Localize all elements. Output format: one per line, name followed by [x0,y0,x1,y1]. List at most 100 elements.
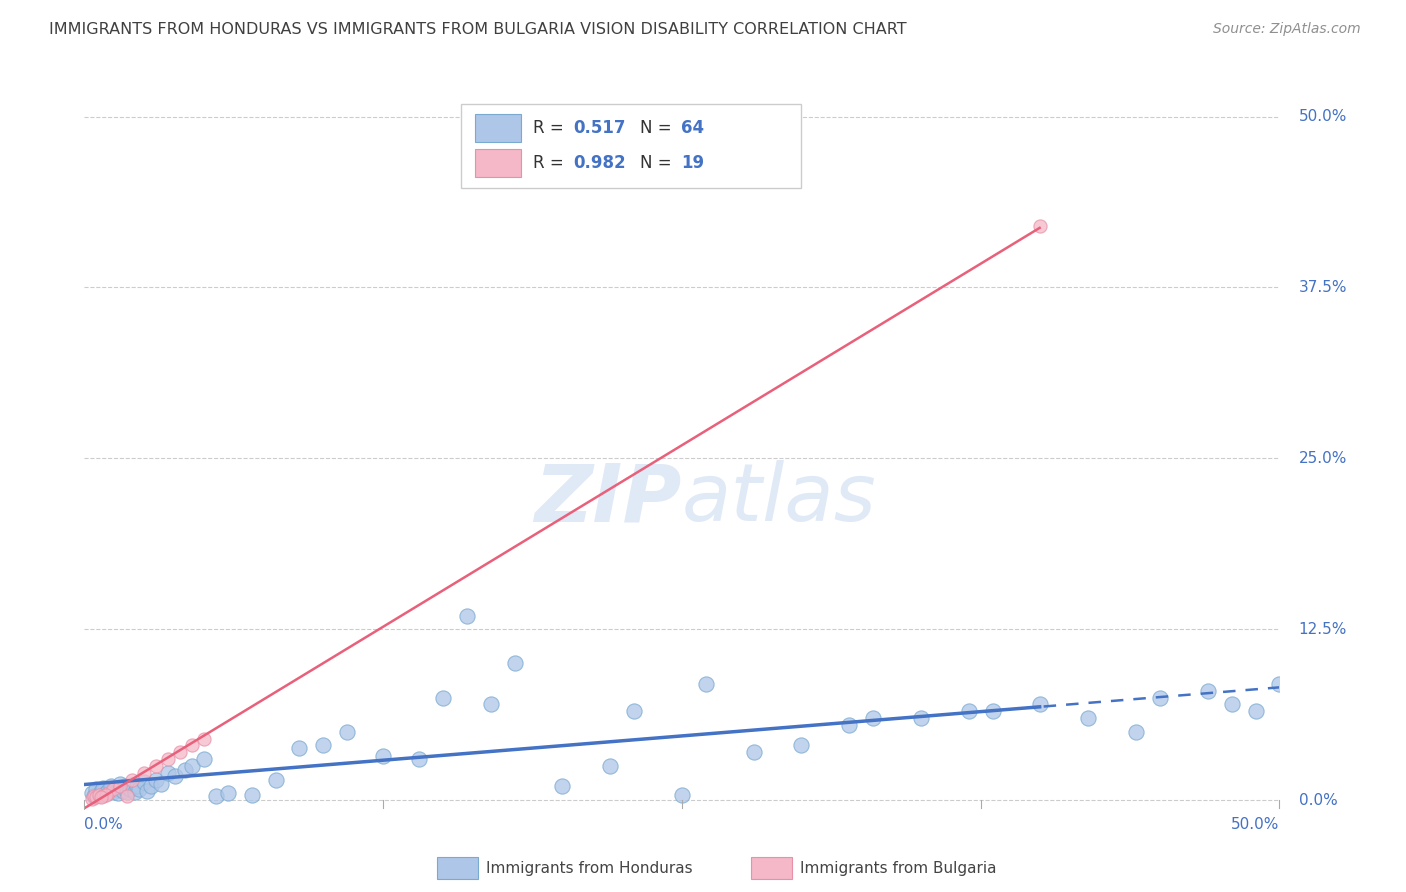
Point [205,789,228,803]
Point [80,791,103,805]
Point [117,785,139,799]
Text: IMMIGRANTS FROM HONDURAS VS IMMIGRANTS FROM BULGARIA VISION DISABILITY CORRELATI: IMMIGRANTS FROM HONDURAS VS IMMIGRANTS F… [49,22,907,37]
Text: 25.0%: 25.0% [1299,450,1347,466]
Point [408,752,430,766]
Point [790,739,813,753]
Text: R =: R = [533,154,568,172]
Point [80,786,103,800]
Point [288,741,311,756]
Point [110,777,132,791]
Point [101,785,124,799]
Point [87,788,110,802]
Point [107,786,129,800]
Point [111,783,134,797]
Point [1268,677,1291,691]
Point [599,759,621,773]
Point [432,690,454,705]
Text: Immigrants from Bulgaria: Immigrants from Bulgaria [800,861,997,876]
Point [124,785,146,799]
Point [173,763,195,777]
Text: 37.5%: 37.5% [1299,280,1347,295]
Point [104,782,127,797]
Point [193,731,215,746]
Point [373,749,395,764]
Text: 19: 19 [681,154,704,172]
Text: 64: 64 [681,119,704,137]
Point [1029,698,1052,712]
Point [623,704,645,718]
FancyBboxPatch shape [475,114,520,142]
Point [1244,704,1267,718]
Point [86,782,108,797]
Point [264,772,287,787]
Point [118,782,141,797]
Point [336,724,359,739]
FancyBboxPatch shape [751,857,792,880]
Point [90,785,112,799]
Point [149,777,172,791]
Point [1125,724,1147,739]
Point [110,780,132,794]
Point [503,657,526,671]
Point [135,783,157,797]
Point [157,752,180,766]
Text: 0.982: 0.982 [574,154,626,172]
Point [957,704,980,718]
Point [981,704,1004,718]
Point [93,780,115,795]
Point [86,790,108,805]
Point [1149,690,1171,705]
Point [128,782,150,797]
Point [169,745,191,759]
Point [1029,219,1052,233]
Text: 0.0%: 0.0% [1299,793,1337,807]
Point [97,783,120,797]
Point [1197,683,1219,698]
Point [193,752,215,766]
Point [114,780,136,794]
Point [181,759,204,773]
Text: 50.0%: 50.0% [1232,816,1279,831]
Text: 0.517: 0.517 [574,119,626,137]
Point [145,759,167,773]
Point [121,778,143,792]
Point [94,788,117,802]
Text: Immigrants from Honduras: Immigrants from Honduras [486,861,693,876]
Point [100,780,122,794]
Point [90,790,112,805]
Point [83,789,105,803]
Text: 12.5%: 12.5% [1299,622,1347,637]
Point [87,788,110,802]
Text: ZIP: ZIP [534,460,682,539]
Point [121,772,143,787]
Point [742,745,765,759]
Point [838,718,860,732]
Point [141,780,163,794]
Point [695,677,717,691]
Text: N =: N = [640,119,676,137]
Point [145,772,167,787]
Text: 50.0%: 50.0% [1299,109,1347,124]
Text: 0.0%: 0.0% [84,816,124,831]
Text: N =: N = [640,154,676,172]
Point [910,711,932,725]
Text: R =: R = [533,119,568,137]
Point [157,765,180,780]
FancyBboxPatch shape [461,103,801,188]
Point [862,711,884,725]
FancyBboxPatch shape [437,857,478,880]
Text: Source: ZipAtlas.com: Source: ZipAtlas.com [1213,22,1361,37]
Point [217,786,239,800]
Point [240,788,263,802]
Point [94,786,117,800]
Point [117,789,139,803]
Point [456,608,478,623]
Point [479,698,502,712]
Point [125,780,148,794]
Point [671,788,693,802]
Point [165,768,187,782]
Point [551,780,574,794]
Point [132,775,156,789]
Point [93,789,115,803]
Point [181,739,204,753]
